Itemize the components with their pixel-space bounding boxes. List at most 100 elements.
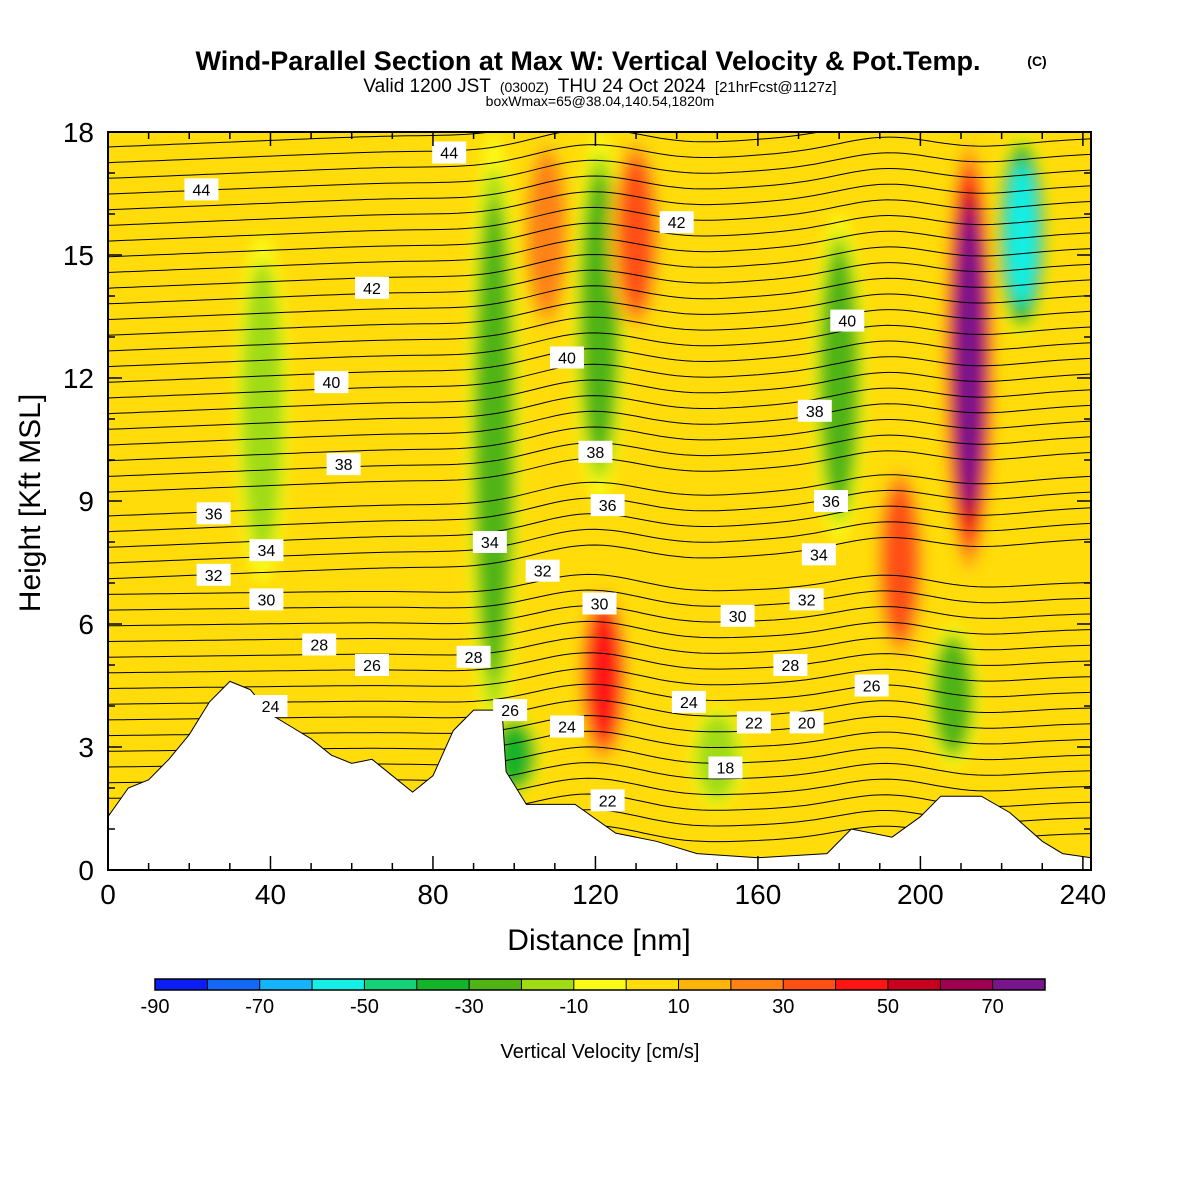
isentrope-line bbox=[108, 474, 1091, 517]
colorbar-tick-label: -90 bbox=[141, 996, 170, 1018]
contour-label-text: 24 bbox=[558, 720, 576, 737]
isentrope-line bbox=[108, 324, 1091, 368]
isentrope-line bbox=[108, 371, 1091, 415]
contour-label: 24 bbox=[253, 695, 288, 717]
contour-label: 36 bbox=[814, 490, 849, 512]
isentrope-line bbox=[108, 340, 1091, 383]
velocity-feature-4 bbox=[581, 173, 618, 460]
contour-label: 36 bbox=[196, 502, 231, 525]
isentrope-line bbox=[108, 636, 1091, 658]
isentrope-line bbox=[108, 230, 1091, 273]
contour-label: 26 bbox=[355, 654, 390, 676]
isentrope-line bbox=[108, 167, 1091, 211]
contour-label-text: 28 bbox=[310, 638, 328, 655]
contour-label-text: 30 bbox=[591, 597, 609, 614]
contour-label: 36 bbox=[590, 494, 625, 517]
subtitle-date: THU 24 Oct 2024 bbox=[558, 76, 706, 97]
contour-label-text: 34 bbox=[481, 535, 499, 552]
plot-area: 44 44 42 42 40 40 40 38 38 38 36 36 36 34 34 34 32 32 32 30… bbox=[107, 131, 1092, 871]
colorbar-swatch bbox=[783, 979, 837, 990]
x-tick-label: 240 bbox=[1060, 879, 1107, 910]
contour-label: 30 bbox=[582, 592, 617, 615]
isentrope-line bbox=[108, 536, 1091, 580]
contour-label-text: 42 bbox=[363, 281, 381, 298]
contour-label-bg bbox=[249, 588, 284, 611]
contour-label: 20 bbox=[789, 711, 824, 734]
velocity-feature-11 bbox=[956, 210, 983, 505]
contour-label-bg bbox=[249, 539, 284, 562]
colorbar-swatch bbox=[626, 979, 680, 990]
colorbar-swatch bbox=[573, 979, 627, 990]
contour-label-bg bbox=[671, 690, 706, 713]
contour-label: 40 bbox=[550, 346, 585, 369]
contour-label: 24 bbox=[671, 690, 706, 713]
chart-info-line: boxWmax=65@38.04,140.54,1820m bbox=[486, 93, 715, 109]
colorbar-swatch bbox=[312, 979, 365, 990]
colorbar-swatch bbox=[259, 979, 313, 990]
isentrope-line bbox=[108, 199, 1091, 242]
colorbar-swatch bbox=[887, 979, 941, 990]
copyright-mark: (C) bbox=[1027, 53, 1046, 69]
contour-label-bg bbox=[314, 371, 349, 394]
contour-label-bg bbox=[302, 633, 337, 656]
colorbar bbox=[154, 978, 1046, 991]
contour-label-text: 36 bbox=[599, 498, 617, 515]
isentrope-line bbox=[108, 152, 1091, 195]
y-tick-label: 12 bbox=[63, 363, 94, 394]
contour-label-bg bbox=[456, 645, 491, 668]
contour-label-bg bbox=[789, 588, 824, 611]
contour-label-text: 24 bbox=[680, 695, 698, 712]
x-tick-label: 160 bbox=[735, 879, 782, 910]
contour-label-bg bbox=[590, 789, 625, 812]
colorbar-tick-label: -10 bbox=[559, 996, 588, 1018]
isentrope-line bbox=[108, 262, 1091, 305]
contour-label-bg bbox=[326, 453, 361, 476]
colorbar-frame bbox=[154, 978, 1046, 991]
contour-label: 42 bbox=[659, 211, 694, 234]
contour-label-bg bbox=[590, 494, 625, 517]
contour-label-bg bbox=[196, 563, 231, 586]
subtitle-forecast: [21hrFcst@1127z] bbox=[715, 79, 837, 96]
colorbar-tick-label: 10 bbox=[667, 996, 689, 1018]
isentrope-line bbox=[108, 132, 822, 164]
contour-label-text: 26 bbox=[363, 658, 381, 675]
contour-label-bg bbox=[854, 674, 889, 697]
colorbar-swatch bbox=[678, 979, 732, 990]
contour-label-text: 30 bbox=[729, 609, 747, 626]
isentrope-line bbox=[108, 132, 493, 148]
isentrope-line bbox=[108, 309, 1091, 352]
contour-label-text: 40 bbox=[838, 314, 856, 331]
contour-label-text: 32 bbox=[534, 564, 552, 581]
y-tick-label: 3 bbox=[78, 732, 94, 763]
colorbar-tick-label: 30 bbox=[772, 996, 794, 1018]
contour-label-bg bbox=[797, 399, 832, 422]
contour-label: 22 bbox=[736, 711, 771, 734]
colorbar-swatch bbox=[992, 979, 1046, 990]
contour-label-bg bbox=[830, 309, 865, 332]
isentrope-line bbox=[108, 136, 1091, 179]
velocity-feature-0 bbox=[241, 260, 284, 557]
contour-label-bg bbox=[432, 141, 467, 164]
contour-label: 18 bbox=[708, 756, 743, 779]
contour-label-text: 20 bbox=[798, 715, 816, 732]
velocity-feature-5 bbox=[588, 610, 619, 740]
contour-label: 28 bbox=[773, 654, 808, 676]
colorbar-swatch bbox=[364, 979, 418, 990]
contour-label-text: 24 bbox=[262, 699, 280, 716]
contour-label-text: 34 bbox=[258, 543, 276, 560]
contour-label: 38 bbox=[578, 440, 613, 463]
contour-label: 44 bbox=[184, 178, 219, 201]
contour-label-text: 44 bbox=[440, 146, 458, 163]
x-axis-tick-labels: 0 40 80 120 160 200 240 bbox=[100, 879, 1106, 910]
contour-label: 32 bbox=[525, 559, 560, 582]
isentrope-line bbox=[108, 403, 1091, 446]
contour-label-bg bbox=[736, 711, 771, 734]
subtitle-valid-time: Valid 1200 JST bbox=[363, 76, 491, 97]
isentrope-line bbox=[108, 246, 1091, 289]
colorbar-swatch bbox=[469, 979, 522, 990]
contour-label-bg bbox=[550, 715, 585, 738]
x-axis-label: Distance [nm] bbox=[507, 924, 690, 957]
contour-label-bg bbox=[708, 756, 743, 779]
chart-title: Wind-Parallel Section at Max W: Vertical… bbox=[196, 46, 981, 76]
